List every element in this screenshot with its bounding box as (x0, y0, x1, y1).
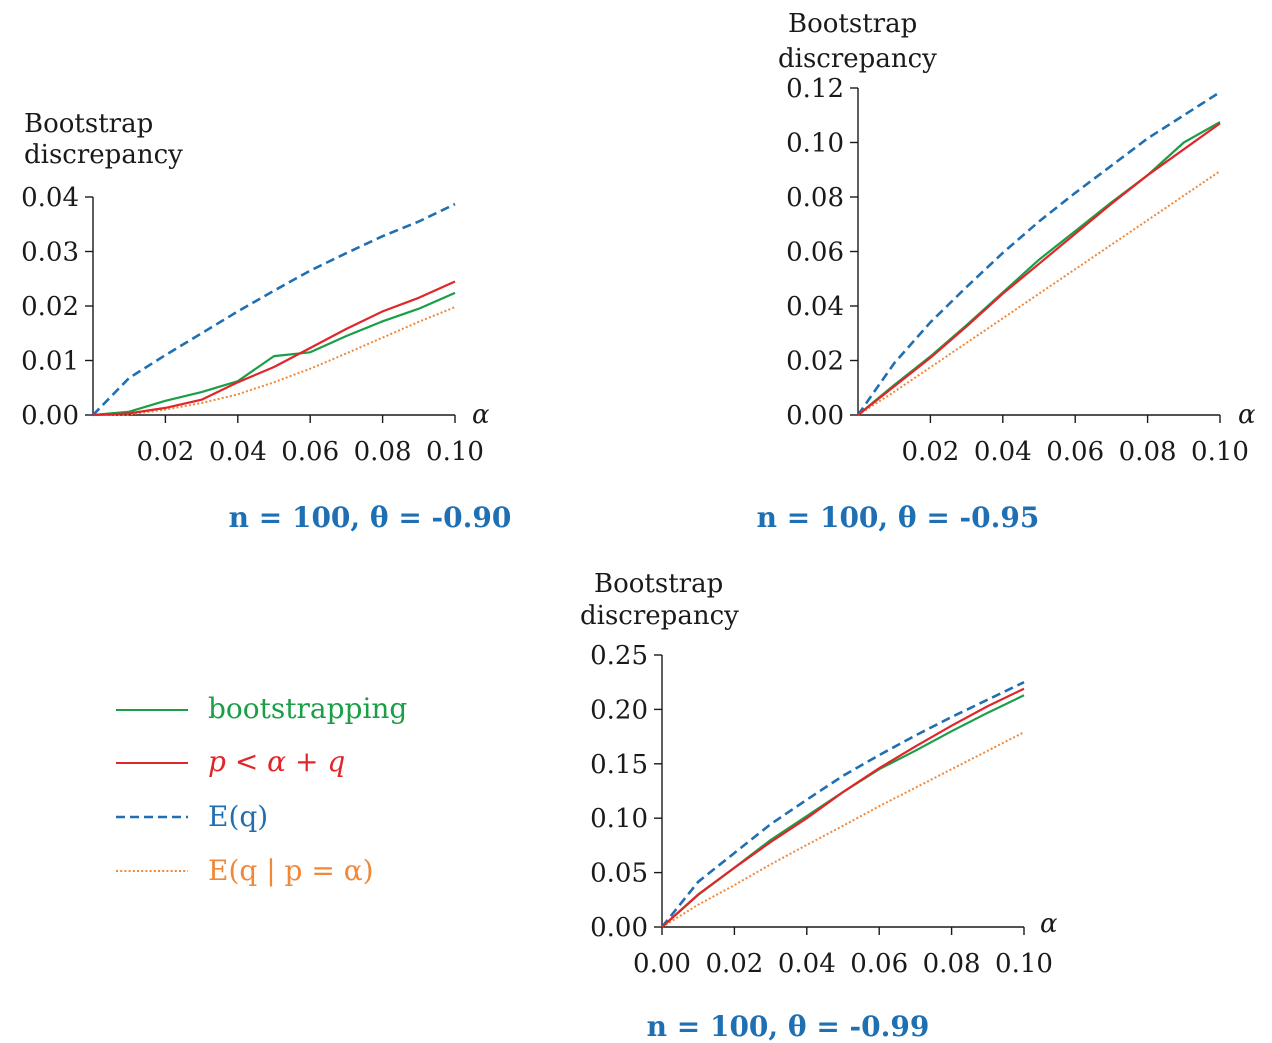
series-line-p-alpha-q (661, 687, 1025, 928)
y-tick-label: 0.15 (590, 750, 648, 780)
x-tick-label: 0.02 (136, 437, 194, 467)
y-tick-label: 0.10 (590, 804, 648, 834)
x-tick-label: 0.02 (901, 437, 959, 467)
legend-label-p-alpha-q: p < α + q (208, 745, 345, 778)
axes: 0.00 0.02 0.04 0.06 0.08 0.10 0.12 0.02 0.04 0.06… (786, 74, 1249, 467)
legend-label-eq-p-alpha: E(q | p = α) (208, 854, 374, 887)
y-tick-label: 0.25 (590, 641, 648, 671)
x-axis-label: α (472, 400, 490, 430)
y-tick-label: 0.04 (21, 183, 79, 213)
legend-label-bootstrapping: bootstrapping (208, 692, 407, 725)
series-line-eq-p-alpha (92, 306, 456, 416)
axes: 0.00 0.05 0.10 0.15 0.20 0.25 0.00 0.02 0.04 0.06… (590, 641, 1053, 979)
y-tick-label: 0.03 (21, 238, 79, 268)
y-axis-label-line2: discrepancy (24, 140, 183, 170)
y-tick-label: 0.06 (786, 238, 844, 268)
y-tick-label: 0.05 (590, 859, 648, 889)
chart-panel-theta-090: Bootstrap discrepancy 0.000.010.020.030.… (21, 109, 511, 534)
x-axis-label: α (1238, 400, 1256, 430)
series-line-eq (92, 202, 456, 416)
x-tick-label: 0.08 (354, 437, 412, 467)
x-tick-label: 0.04 (209, 437, 267, 467)
chart-panel-theta-099: Bootstrap discrepancy 0.000.050.100.150.… (580, 569, 1058, 1043)
y-tick-label: 0.04 (786, 292, 844, 322)
x-tick-label: 0.06 (850, 949, 908, 979)
chart-caption: n = 100, θ = -0.99 (647, 1010, 930, 1043)
legend-item-bootstrapping: bootstrapping (116, 692, 407, 725)
chart-caption: n = 100, θ = -0.95 (757, 501, 1040, 534)
series-line-eq (660, 681, 1025, 928)
x-tick-label: 0.10 (426, 437, 484, 467)
series-line-p-alpha-q (857, 122, 1221, 416)
y-tick-label: 0.10 (786, 129, 844, 159)
legend: bootstrapping p < α + q E(q) E(q | p = α… (116, 692, 407, 887)
y-axis-label-line2: discrepancy (580, 601, 739, 631)
y-tick-label: 0.02 (786, 347, 844, 377)
y-tick-label: 0.00 (590, 913, 648, 943)
y-axis-label-line1: Bootstrap (594, 569, 723, 599)
x-tick-label: 0.10 (995, 949, 1053, 979)
x-tick-label: 0.04 (778, 949, 836, 979)
x-tick-label: 0.00 (633, 949, 691, 979)
x-axis-label: α (1040, 909, 1058, 939)
chart-panel-theta-095: Bootstrap discrepancy 0.000.020.040.060.… (757, 9, 1256, 534)
series-line-eq (856, 91, 1221, 416)
y-axis-label-line1: Bootstrap (788, 9, 917, 39)
y-tick-label: 0.01 (21, 347, 79, 377)
legend-item-eq-p-alpha: E(q | p = α) (116, 854, 374, 887)
x-tick-label: 0.08 (923, 949, 981, 979)
x-tick-label: 0.02 (705, 949, 763, 979)
chart-caption: n = 100, θ = -0.90 (229, 501, 512, 534)
x-tick-label: 0.04 (974, 437, 1032, 467)
x-tick-label: 0.06 (281, 437, 339, 467)
y-tick-label: 0.02 (21, 292, 79, 322)
series-layer (660, 681, 1025, 928)
y-tick-label: 0.20 (590, 695, 648, 725)
legend-item-p-alpha-q: p < α + q (116, 745, 345, 778)
y-axis-label-line2: discrepancy (778, 44, 937, 74)
series-layer (92, 202, 456, 417)
series-line-eq-p-alpha (857, 170, 1221, 416)
x-tick-label: 0.10 (1191, 437, 1249, 467)
x-tick-label: 0.06 (1046, 437, 1104, 467)
series-line-p-alpha-q (92, 280, 456, 417)
x-tick-label: 0.08 (1119, 437, 1177, 467)
axes: 0.00 0.01 0.02 0.03 0.04 0.02 0.04 0.06 0.08 0.10 (21, 183, 484, 467)
series-layer (856, 91, 1221, 416)
series-line-bootstrapping (661, 694, 1025, 928)
series-line-eq-p-alpha (661, 731, 1025, 928)
y-tick-label: 0.12 (786, 74, 844, 104)
series-line-bootstrapping (92, 291, 456, 417)
legend-item-eq: E(q) (116, 800, 268, 833)
y-tick-label: 0.00 (786, 401, 844, 431)
y-tick-label: 0.00 (21, 401, 79, 431)
legend-label-eq: E(q) (208, 800, 268, 833)
y-axis-label-line1: Bootstrap (24, 109, 153, 139)
y-tick-label: 0.08 (786, 183, 844, 213)
